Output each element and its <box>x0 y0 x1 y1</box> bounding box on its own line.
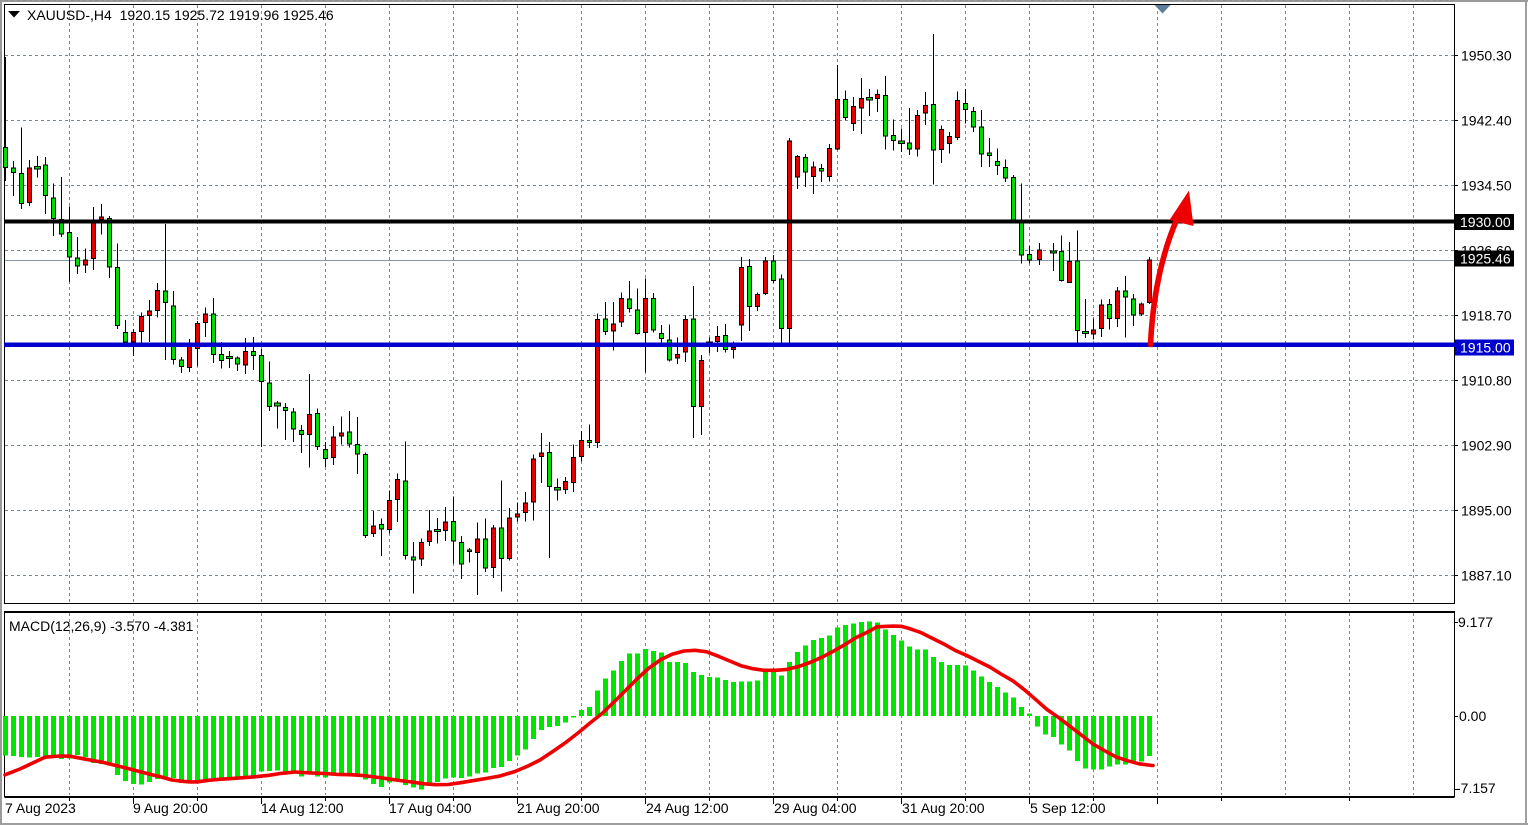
svg-text:1925.46: 1925.46 <box>1460 251 1511 267</box>
svg-text:XAUUSD-,H4 1920.15 1925.72 19: XAUUSD-,H4 1920.15 1925.72 1919.96 1925.… <box>27 7 334 23</box>
svg-text:29 Aug 04:00: 29 Aug 04:00 <box>774 800 857 816</box>
svg-text:1887.10: 1887.10 <box>1461 568 1512 584</box>
svg-text:17 Aug 04:00: 17 Aug 04:00 <box>389 800 472 816</box>
svg-text:9 Aug 20:00: 9 Aug 20:00 <box>133 800 208 816</box>
svg-text:1902.90: 1902.90 <box>1461 438 1512 454</box>
svg-text:-7.157: -7.157 <box>1456 780 1496 796</box>
svg-text:1942.40: 1942.40 <box>1461 113 1512 129</box>
svg-text:14 Aug 12:00: 14 Aug 12:00 <box>261 800 344 816</box>
svg-text:1950.30: 1950.30 <box>1461 48 1512 64</box>
svg-text:MACD(12,26,9) -3.570 -4.381: MACD(12,26,9) -3.570 -4.381 <box>9 618 194 634</box>
svg-text:9.177: 9.177 <box>1458 614 1493 630</box>
svg-text:1910.80: 1910.80 <box>1461 373 1512 389</box>
svg-text:5 Sep 12:00: 5 Sep 12:00 <box>1030 800 1106 816</box>
svg-text:1915.00: 1915.00 <box>1460 340 1511 356</box>
svg-text:1934.50: 1934.50 <box>1461 178 1512 194</box>
svg-text:1895.00: 1895.00 <box>1461 503 1512 519</box>
svg-text:1918.70: 1918.70 <box>1461 308 1512 324</box>
svg-text:0.00: 0.00 <box>1459 708 1486 724</box>
svg-text:24 Aug 12:00: 24 Aug 12:00 <box>646 800 729 816</box>
svg-text:1930.00: 1930.00 <box>1460 214 1511 230</box>
svg-text:7 Aug 2023: 7 Aug 2023 <box>5 800 76 816</box>
svg-text:21 Aug 20:00: 21 Aug 20:00 <box>517 800 600 816</box>
svg-text:31 Aug 20:00: 31 Aug 20:00 <box>902 800 985 816</box>
